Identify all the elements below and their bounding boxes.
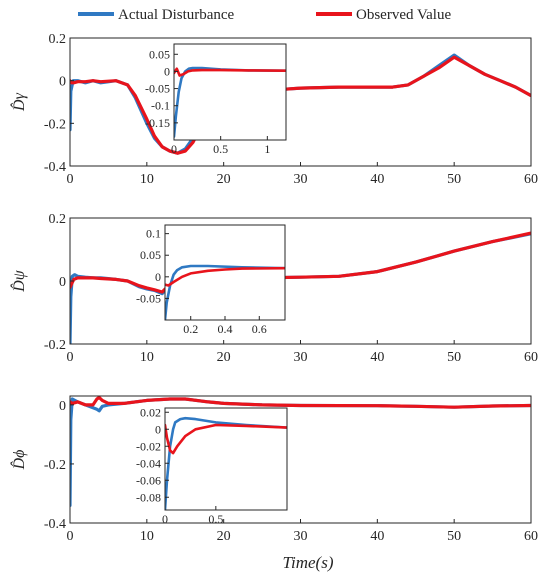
subplot-3: 0 10 20 30 40 50 60 -0.4 -0.2 0 D̂ϕ 0 0.5 -0.08 -0.06 -…	[9, 395, 538, 544]
y-tick-label: -0.02	[136, 439, 161, 453]
x-tick-label: 0.6	[252, 322, 267, 336]
y-tick-label: 0.2	[49, 32, 67, 47]
y-tick-label: 0	[59, 399, 66, 414]
y-tick-label: 0.2	[49, 212, 67, 227]
x-tick-label: 10	[140, 350, 154, 365]
legend-label: Actual Disturbance	[118, 7, 235, 23]
inset-background	[165, 225, 285, 320]
y-tick-label: 0.02	[140, 405, 161, 419]
x-tick-label: 60	[524, 529, 538, 544]
y-tick-label: -0.15	[145, 116, 170, 130]
y-tick-label: -0.05	[145, 82, 170, 96]
y-tick-label: 0.05	[140, 248, 161, 262]
y-tick-label: -0.4	[44, 160, 66, 175]
y-tick-label: -0.2	[44, 117, 66, 132]
x-tick-label: 30	[294, 529, 308, 544]
x-tick-label: 50	[447, 529, 461, 544]
y-axis-label: D̂γ	[9, 92, 28, 112]
y-tick-label: -0.2	[44, 458, 66, 473]
subplot-2: 0 10 20 30 40 50 60-0.200.2D̂ψ0.2 0.4 0.6-0.0500…	[9, 212, 538, 365]
x-tick-label: 40	[370, 350, 384, 365]
x-tick-label: 50	[447, 172, 461, 187]
legend: Actual Disturbance Observed Value	[78, 7, 451, 23]
x-tick-label: 0	[67, 172, 74, 187]
y-axis-label: D̂ψ	[9, 269, 28, 293]
x-tick-label: 10	[140, 529, 154, 544]
x-tick-label: 60	[524, 172, 538, 187]
y-tick-label: 0	[59, 275, 66, 290]
x-tick-label: 10	[140, 172, 154, 187]
x-tick-label: 0	[162, 512, 168, 526]
x-tick-label: 0.5	[208, 512, 223, 526]
x-tick-label: 20	[217, 350, 231, 365]
y-tick-label: -0.08	[136, 490, 161, 504]
x-tick-label: 50	[447, 350, 461, 365]
x-tick-label: 0.2	[183, 322, 198, 336]
series-line	[70, 396, 531, 409]
x-tick-label: 0.5	[213, 142, 228, 156]
series-line	[70, 231, 531, 294]
y-tick-label: 0	[59, 75, 66, 90]
y-tick-label: 0	[155, 270, 161, 284]
panels: 0 10 20 30 40 50 60-0.4-0.200.2D̂γ0 0.5 1-0.15-0…	[9, 32, 538, 544]
inset-series-line	[165, 416, 287, 510]
inset-plot-3: 0 0.5 -0.08 -0.06 -0.04 -0.02 0 0.02	[136, 405, 288, 526]
inset-plot-1: 0 0.5 1 -0.15 -0.1 -0.05 0 0.05	[145, 43, 287, 156]
x-tick-label: 60	[524, 350, 538, 365]
y-tick-label: -0.4	[44, 517, 66, 532]
x-tick-label: 40	[370, 529, 384, 544]
y-axis-label: D̂ϕ	[9, 450, 28, 471]
y-tick-label: 0.05	[149, 47, 170, 61]
y-tick-label: 0	[155, 422, 161, 436]
x-tick-label: 0	[171, 142, 177, 156]
series-line	[70, 55, 531, 155]
x-tick-label: 20	[217, 172, 231, 187]
x-tick-label: 0	[67, 350, 74, 365]
inset-plot-2: 0.2 0.4 0.6 -0.05 0 0.05 0.1	[136, 224, 286, 336]
y-tick-label: -0.06	[136, 473, 161, 487]
inset-series-line	[165, 423, 287, 455]
inset-series-line	[165, 264, 285, 320]
x-tick-label: 0	[67, 529, 74, 544]
y-tick-label: -0.1	[151, 99, 170, 113]
x-axis-label: Time(s)	[283, 553, 334, 572]
inset-frame	[173, 43, 287, 141]
y-tick-label: -0.2	[44, 338, 66, 353]
inset-frame	[164, 407, 288, 511]
y-tick-label: 0.1	[146, 227, 161, 241]
x-tick-label: 1	[264, 142, 270, 156]
inset-series-line	[165, 266, 285, 287]
y-tick-label: -0.04	[136, 456, 161, 470]
y-tick-label: -0.05	[136, 291, 161, 305]
subplot-1: 0 10 20 30 40 50 60 -0.4 -0.2 0 0.2 D̂γ 0 0.5 1 -0.15 -0…	[9, 32, 538, 187]
legend-label: Observed Value	[356, 7, 451, 23]
y-tick-label: 0	[164, 64, 170, 78]
inset-series-line	[174, 67, 286, 77]
x-tick-label: 20	[217, 529, 231, 544]
x-tick-label: 30	[294, 350, 308, 365]
inset-background	[174, 44, 286, 140]
x-tick-label: 40	[370, 172, 384, 187]
axes-frame	[69, 217, 532, 345]
x-tick-label: 30	[294, 172, 308, 187]
x-tick-label: 0.4	[218, 322, 233, 336]
